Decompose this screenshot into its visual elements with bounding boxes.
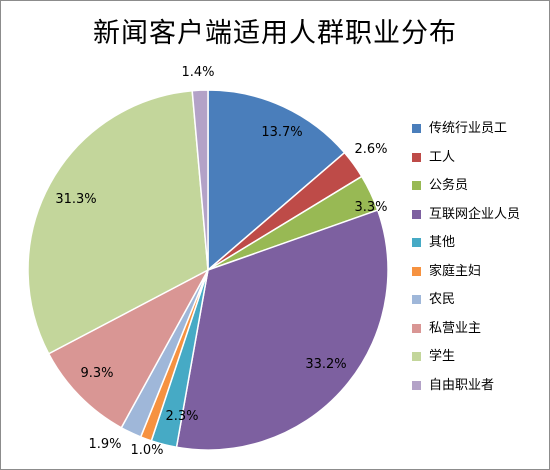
legend-label: 学生 <box>429 349 456 364</box>
slice-data-label: 33.2% <box>305 357 346 372</box>
slice-data-label: 31.3% <box>55 192 96 207</box>
chart-title: 新闻客户端适用人群职业分布 <box>93 18 457 49</box>
slice-data-label: 1.4% <box>181 65 214 80</box>
legend-label: 公务员 <box>429 178 469 193</box>
legend-label: 工人 <box>429 149 456 165</box>
legend-item: 工人 <box>412 149 548 178</box>
legend-swatch <box>412 152 421 162</box>
legend-item: 家庭主妇 <box>412 263 548 292</box>
legend-label: 互联网企业人员 <box>429 206 521 222</box>
legend-swatch <box>412 323 421 333</box>
legend-swatch <box>412 209 421 219</box>
pie-slice-8 <box>47 269 209 429</box>
legend-label: 家庭主妇 <box>429 263 482 279</box>
legend-item: 公务员 <box>412 177 548 206</box>
legend: 传统行业员工 工人公务员互联网企业人员 其他家庭主妇农民私营业主学生自由职业者 <box>412 120 548 405</box>
legend-item: 传统行业员工 <box>412 120 548 149</box>
legend-swatch <box>412 352 421 361</box>
legend-label: 其他 <box>429 235 456 250</box>
legend-swatch <box>412 238 421 247</box>
legend-item: 自由职业者 <box>412 377 548 406</box>
slice-data-label: 2.6% <box>354 142 387 157</box>
slice-data-label: 3.3% <box>354 200 387 215</box>
slice-data-label: 2.3% <box>165 409 198 424</box>
legend-label: 私营业主 <box>429 320 482 336</box>
slice-data-label: 1.9% <box>88 437 121 452</box>
legend-swatch <box>412 181 421 190</box>
pie-slice-10 <box>191 89 209 271</box>
slice-data-label: 13.7% <box>261 125 302 140</box>
legend-item: 学生 <box>412 348 548 377</box>
slice-data-label: 9.3% <box>80 366 113 381</box>
legend-item: 其他 <box>412 234 548 263</box>
legend-item: 私营业主 <box>412 320 548 349</box>
legend-item: 农民 <box>412 291 548 320</box>
legend-swatch <box>412 266 421 276</box>
legend-swatch <box>412 295 421 304</box>
legend-label: 自由职业者 <box>429 377 495 393</box>
pie-slices <box>27 89 389 451</box>
slice-data-label: 1.0% <box>130 443 163 458</box>
legend-swatch <box>412 124 421 133</box>
pie-slice-4 <box>175 209 389 451</box>
legend-label: 农民 <box>429 292 456 307</box>
pie-slice-9 <box>27 89 209 355</box>
legend-swatch <box>412 380 421 390</box>
pie-slice-1 <box>207 89 346 271</box>
legend-item: 互联网企业人员 <box>412 206 548 235</box>
pie-data-labels: 13.7% 2.6% 3.3% 33.2% 2.3% 1.0% 1.9% 9.3% 31.3% 1… <box>55 65 387 458</box>
legend-label: 传统行业员工 <box>429 121 508 136</box>
